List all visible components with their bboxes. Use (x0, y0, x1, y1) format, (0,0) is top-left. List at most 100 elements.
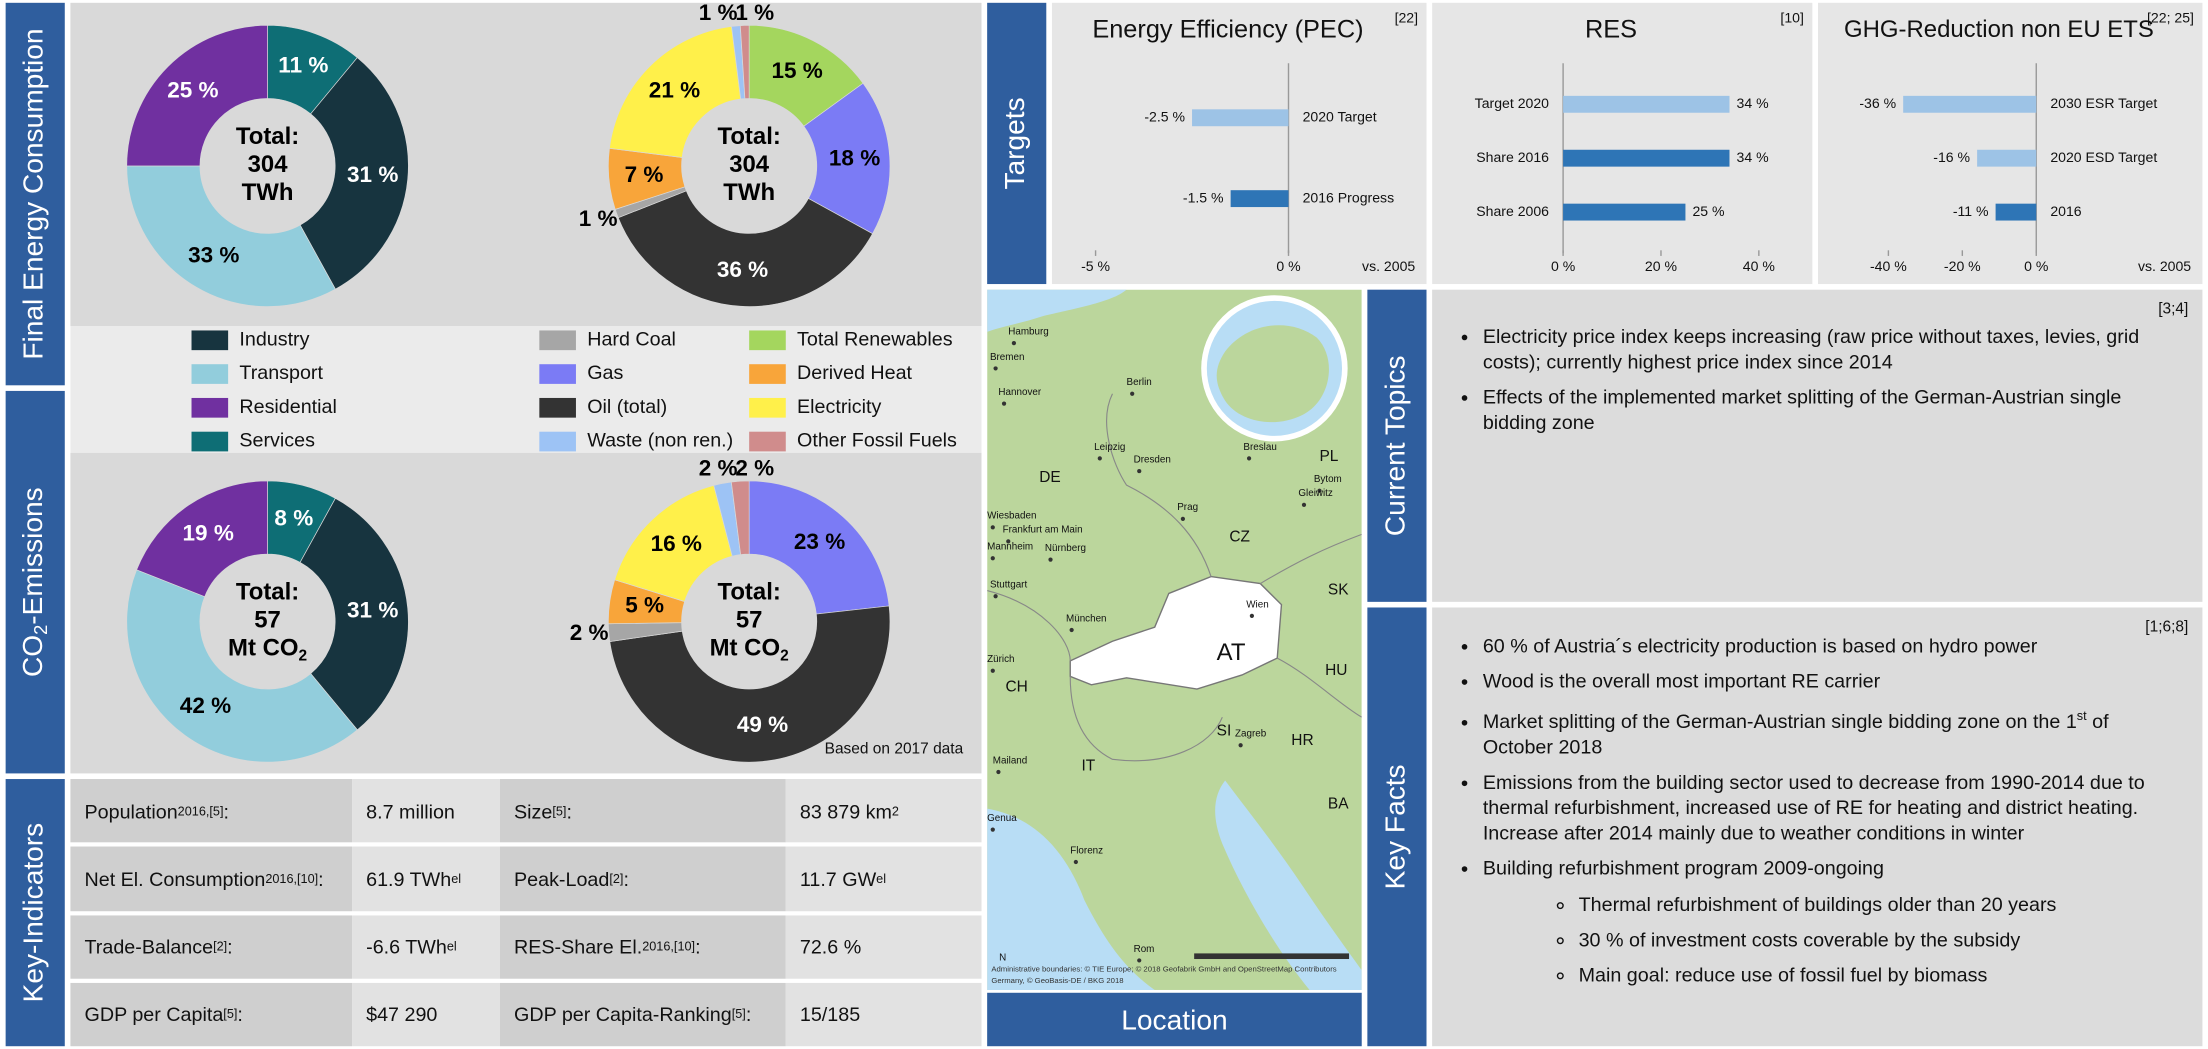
legend-swatch (539, 397, 576, 418)
key-facts: [1;6;8] 60 % of Austria´s electricity pro… (1432, 607, 2202, 1046)
text: RES-Share El. (513, 935, 643, 958)
city-dot (1137, 468, 1142, 474)
pie-center-label: 57 (254, 607, 281, 634)
x-tick-label: -5 % (1081, 258, 1110, 274)
legend-label: Oil (total) (587, 396, 667, 418)
data-label: 15 % (771, 58, 822, 83)
data-label: 19 % (183, 520, 234, 545)
map-label: SK (1328, 582, 1349, 599)
north-arrow: N (999, 952, 1006, 963)
data-label: 42 % (180, 693, 231, 718)
data-label: 31 % (347, 598, 398, 623)
pie-center-label: Mt CO2 (710, 635, 789, 665)
pie-center-label: TWh (723, 179, 775, 206)
data-label: 34 % (1737, 95, 1769, 111)
map-label: Nürnberg (1045, 543, 1086, 554)
inset-land (1216, 325, 1329, 423)
city-dot (990, 525, 995, 530)
city-dot (1069, 627, 1074, 633)
x-tick-label: 20 % (1645, 258, 1677, 274)
map-label: PL (1319, 448, 1338, 465)
map-label: Zagreb (1235, 729, 1267, 740)
legend-swatch (191, 364, 229, 384)
map-label: CH (1005, 679, 1027, 696)
data-label: 1 % (579, 206, 618, 231)
sub-list: Thermal refurbishment of buildings older… (1483, 891, 2174, 987)
text: 83 879 km (799, 799, 892, 823)
pie-center-label: 57 (736, 607, 763, 634)
pie-center-label: TWh (242, 179, 294, 206)
center-text: Total: (717, 579, 780, 606)
subscript: el (446, 939, 457, 954)
sidebar (1367, 289, 1427, 602)
map: Hamburg Bremen Hannover Berlin DE Leipzig Dres… (987, 289, 1362, 990)
city-dot (1130, 391, 1135, 396)
text: Trade-Balance (84, 935, 214, 958)
reference: [3;4] (2158, 300, 2189, 318)
bullet: Market splitting of the German-Austrian … (1483, 703, 2174, 759)
chart-title: Energy Efficiency (PEC) (1092, 16, 1363, 44)
text: Electricity price index keeps increasing… (1482, 324, 2140, 373)
x-tick-label: 0 % (1551, 258, 1575, 274)
map-label: München (1066, 613, 1107, 624)
legend-swatch (539, 330, 576, 351)
legend-swatch (191, 431, 229, 452)
legend-label: Total Renewables (797, 329, 953, 351)
city-dot (996, 769, 1001, 775)
data-label: 25 % (1692, 203, 1724, 219)
attribution: Administrative boundaries: © TIE Europe;… (991, 965, 1336, 974)
data-label: 23 % (794, 529, 845, 554)
text: 60 % of Austria´s electricity production… (1482, 634, 2038, 657)
legend-swatch (191, 330, 229, 351)
section-label: Final Energy Consumption (18, 28, 49, 359)
city-dot (1011, 341, 1017, 346)
reference: [10] (1780, 10, 1803, 26)
pie-slice (299, 497, 409, 731)
value-cell: 8.7 million (352, 779, 500, 843)
legend-label: Gas (587, 362, 623, 384)
pie-slice (609, 26, 742, 158)
map-label: HU (1325, 662, 1347, 679)
text: Peak-Load (513, 867, 610, 890)
category-label: 2016 Progress (1303, 189, 1395, 205)
city-dot (1246, 456, 1252, 461)
note: vs. 2005 (1362, 258, 1415, 274)
map-label: Dresden (1134, 454, 1171, 465)
sub-bullet: 30 % of investment costs coverable by th… (1579, 926, 2175, 951)
text: Net El. Consumption (84, 867, 266, 890)
center-text: Total: (717, 123, 780, 150)
text: $47 290 (366, 1003, 438, 1026)
city-dot (1048, 557, 1053, 562)
map-label: Bremen (990, 352, 1024, 363)
category-label: 2020 ESD Target (2050, 149, 2157, 165)
data-label: 21 % (649, 77, 700, 102)
center-text: Total: (236, 579, 299, 606)
sidebar (5, 779, 65, 1047)
text: : (223, 799, 229, 823)
bar (1192, 109, 1289, 127)
superscript: [5] (223, 1007, 238, 1022)
text: Effects of the implemented market splitt… (1482, 385, 2122, 434)
location-label: Location (1121, 1005, 1227, 1036)
legend-label: Derived Heat (797, 362, 913, 384)
data-label: 5 % (625, 592, 664, 617)
x-tick-label: 0 % (1276, 258, 1300, 274)
superscript: [5] (552, 803, 567, 818)
category-label: Target 2020 (1475, 95, 1550, 111)
section-label: Key Facts (1379, 764, 1410, 889)
data-label: -2.5 % (1144, 108, 1185, 124)
attribution: Germany, © GeoBasis-DE / BKG 2018 (991, 976, 1123, 985)
label-cell: Net El. Consumption 2016,[10]: (70, 846, 353, 911)
center-text: 304 (729, 151, 770, 178)
legend-label: Other Fossil Fuels (797, 430, 957, 452)
map-label: Stuttgart (990, 580, 1027, 591)
city-dot (990, 668, 995, 673)
map-label: Genua (987, 813, 1017, 824)
pie-slice (609, 605, 891, 763)
text: : (745, 1003, 752, 1026)
sidebar (987, 2, 1047, 285)
text: GDP per Capita (84, 1003, 224, 1026)
section-label: Current Topics (1379, 355, 1410, 536)
